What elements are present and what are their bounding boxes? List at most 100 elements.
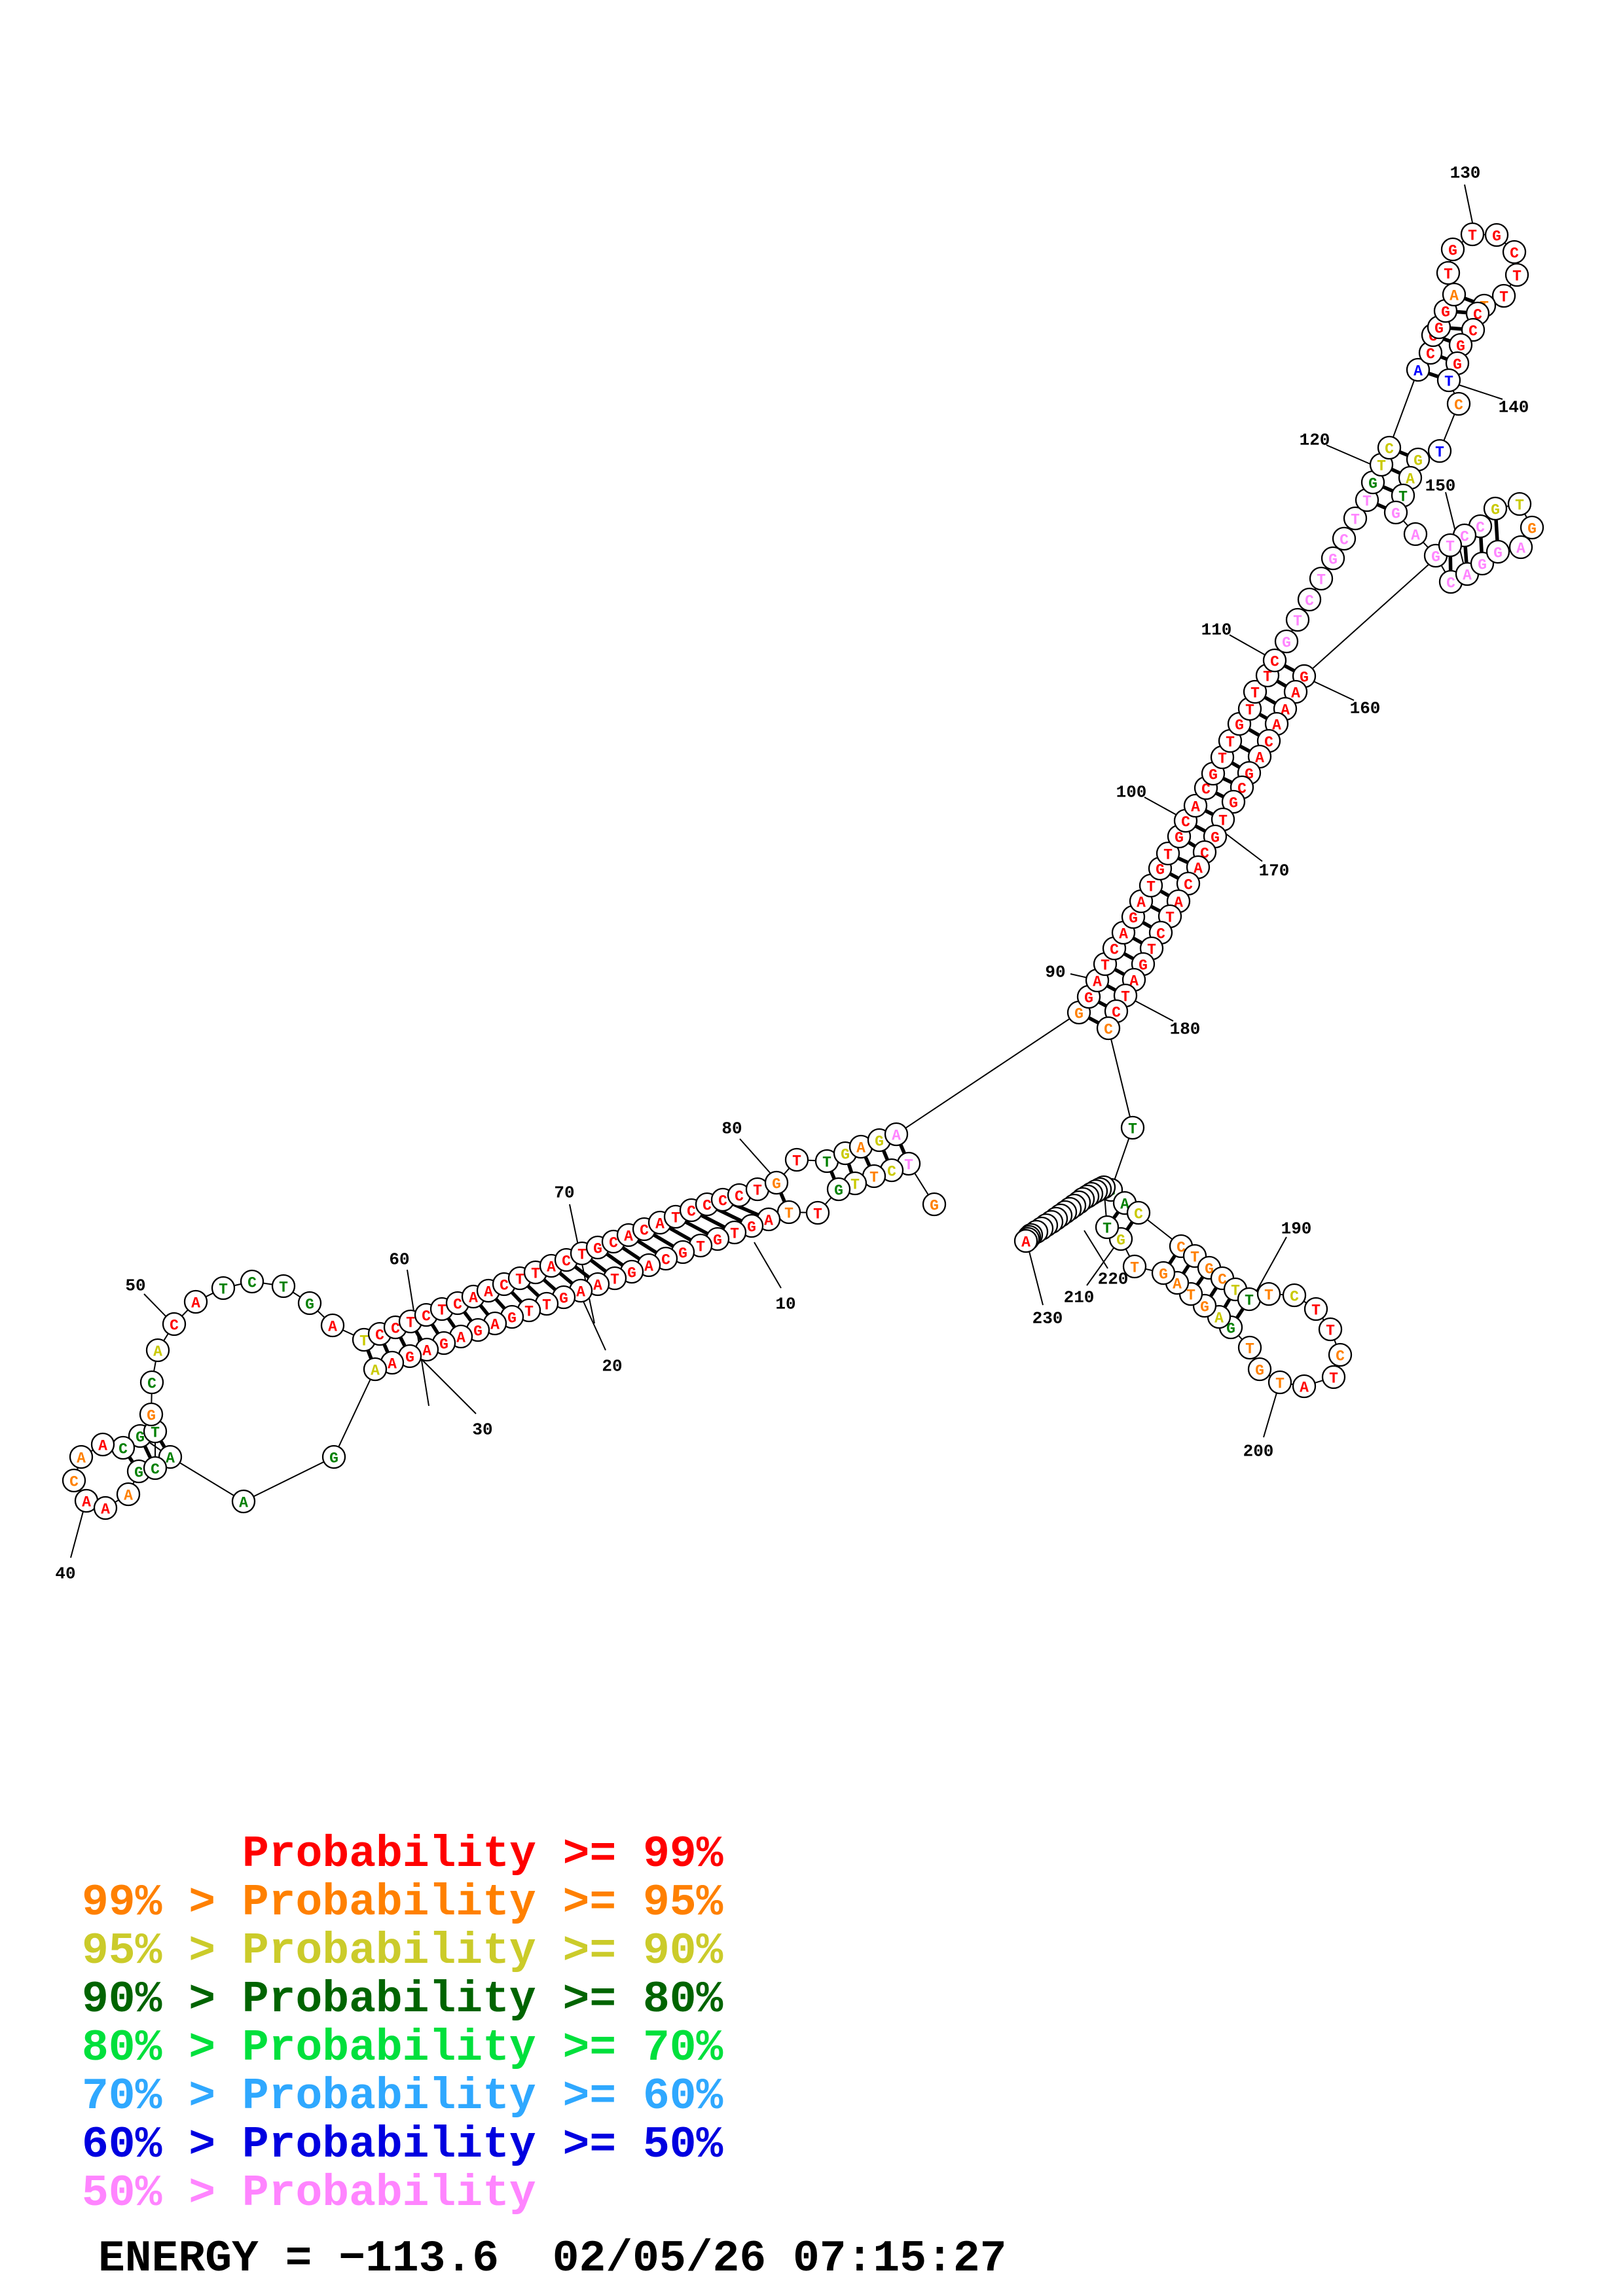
- nucleotide: [363, 1357, 388, 1382]
- nucleotide: [1321, 1365, 1346, 1390]
- nucleotide-letter: G: [1200, 1299, 1209, 1316]
- nucleotide: [1520, 515, 1544, 540]
- nucleotide-letter: G: [1368, 475, 1377, 492]
- nucleotide: [1013, 1229, 1038, 1253]
- nucleotide-letter: T: [531, 1265, 540, 1282]
- position-label-line: [1263, 1386, 1279, 1438]
- nucleotide-letter: A: [1406, 471, 1415, 488]
- nucleotide-letter: A: [101, 1501, 110, 1518]
- nucleotide-letter: T: [813, 1206, 822, 1223]
- nucleotide-letter: T: [359, 1333, 369, 1350]
- nucleotide: [320, 1313, 345, 1338]
- position-label: 40: [55, 1564, 75, 1583]
- position-label: 230: [1032, 1308, 1063, 1328]
- nucleotide-letter: G: [875, 1133, 884, 1150]
- nucleotide-letter: A: [856, 1139, 866, 1157]
- nucleotide: [139, 1370, 164, 1395]
- nucleotide: [297, 1291, 322, 1316]
- nucleotide-letter: A: [1137, 894, 1146, 911]
- nucleotide-letter: G: [1159, 1266, 1168, 1283]
- nucleotide-letter: T: [1163, 846, 1173, 863]
- nucleotide-letter: C: [1476, 519, 1485, 536]
- nucleotide-letter: A: [1214, 1310, 1224, 1327]
- nucleotide-letter: A: [1173, 1276, 1182, 1293]
- nucleotide-letter: C: [500, 1277, 509, 1294]
- nucleotide-letter: T: [1468, 227, 1477, 244]
- nucleotide-letter: A: [1450, 287, 1459, 304]
- nucleotide: [1483, 496, 1508, 521]
- position-label: 30: [472, 1420, 492, 1439]
- nucleotide: [1256, 1282, 1281, 1306]
- nucleotide: [1297, 587, 1322, 612]
- nucleotide-letter: T: [406, 1314, 415, 1331]
- nucleotide-letter: A: [644, 1258, 653, 1275]
- nucleotide: [1440, 237, 1465, 262]
- nucleotide-letter: G: [1441, 304, 1450, 321]
- nucleotide-letter: G: [1491, 501, 1500, 518]
- legend-row-8: 50% > Probability: [82, 2168, 536, 2219]
- nucleotide: [143, 1456, 168, 1480]
- nucleotide: [1285, 607, 1310, 632]
- nucleotide: [1122, 1254, 1147, 1279]
- nucleotide-letter: G: [1209, 766, 1218, 783]
- nucleotide-letter: T: [1103, 1220, 1112, 1237]
- nucleotide: [1436, 260, 1461, 285]
- nucleotide-letter: G: [1235, 717, 1244, 734]
- nucleotide: [1282, 1283, 1307, 1308]
- nucleotide-letter: T: [1435, 444, 1444, 461]
- nucleotide-letter: T: [1398, 488, 1408, 505]
- nucleotide-letter: T: [1512, 268, 1522, 285]
- nucleotide-letter: C: [702, 1197, 712, 1214]
- nucleotide-letter: T: [1444, 373, 1453, 390]
- legend-row-6: 70% > Probability >= 60%: [82, 2072, 723, 2122]
- nucleotide-letter: G: [1139, 957, 1148, 974]
- nucleotide-letter: T: [1250, 685, 1260, 702]
- nucleotide: [884, 1122, 909, 1147]
- nucleotide-letter: A: [166, 1450, 175, 1467]
- nucleotide-letter: T: [1186, 1287, 1195, 1304]
- nucleotide-letter: G: [1211, 829, 1220, 846]
- nucleotide-letter: C: [735, 1188, 744, 1205]
- nucleotide: [1486, 539, 1510, 564]
- position-label: 130: [1450, 163, 1481, 183]
- nucleotide-letter: C: [375, 1327, 384, 1344]
- nucleotide: [1508, 535, 1533, 560]
- nucleotide: [1491, 283, 1516, 308]
- nucleotide: [1221, 789, 1246, 814]
- position-label-line: [754, 1242, 782, 1289]
- nucleotide-letter: A: [1272, 717, 1281, 734]
- nucleotide-letter: G: [930, 1197, 939, 1214]
- legend-row-2: 99% > Probability >= 95%: [82, 1878, 723, 1928]
- nucleotide-letter: T: [610, 1271, 619, 1288]
- nucleotide: [1095, 1215, 1120, 1240]
- nucleotide-letter: C: [609, 1234, 618, 1251]
- nucleotide-letter: G: [841, 1146, 850, 1163]
- position-label: 200: [1243, 1441, 1274, 1461]
- nucleotide-letter: G: [1229, 795, 1238, 812]
- legend-row-3: 95% > Probability >= 90%: [82, 1926, 723, 1977]
- nucleotide-letter: A: [469, 1289, 478, 1306]
- nucleotide: [1406, 357, 1431, 382]
- nucleotide: [1507, 492, 1532, 516]
- nucleotide-letter: A: [153, 1343, 162, 1360]
- nucleotide-letter: G: [1328, 551, 1338, 568]
- nucleotide-letter: G: [747, 1219, 756, 1236]
- nucleotide-letter: G: [1282, 634, 1291, 651]
- nucleotide: [1120, 1115, 1145, 1140]
- nucleotide-letter: A: [892, 1127, 901, 1144]
- nucleotide-letter: C: [1134, 1206, 1143, 1223]
- nucleotide-letter: G: [834, 1182, 843, 1199]
- nucleotide: [1243, 679, 1267, 704]
- nucleotide-letter: T: [1377, 457, 1386, 475]
- nucleotide-letter: A: [1255, 749, 1264, 766]
- nucleotide: [1383, 500, 1408, 525]
- nucleotide-letter: T: [1351, 511, 1360, 528]
- nucleotide-letter: G: [305, 1296, 314, 1313]
- nucleotide-letter: A: [98, 1437, 107, 1454]
- position-label: 80: [721, 1119, 742, 1138]
- nucleotide-letter: C: [661, 1251, 670, 1268]
- nucleotide: [321, 1444, 346, 1469]
- nucleotide: [826, 1177, 851, 1202]
- nucleotide-letter: A: [1093, 973, 1102, 990]
